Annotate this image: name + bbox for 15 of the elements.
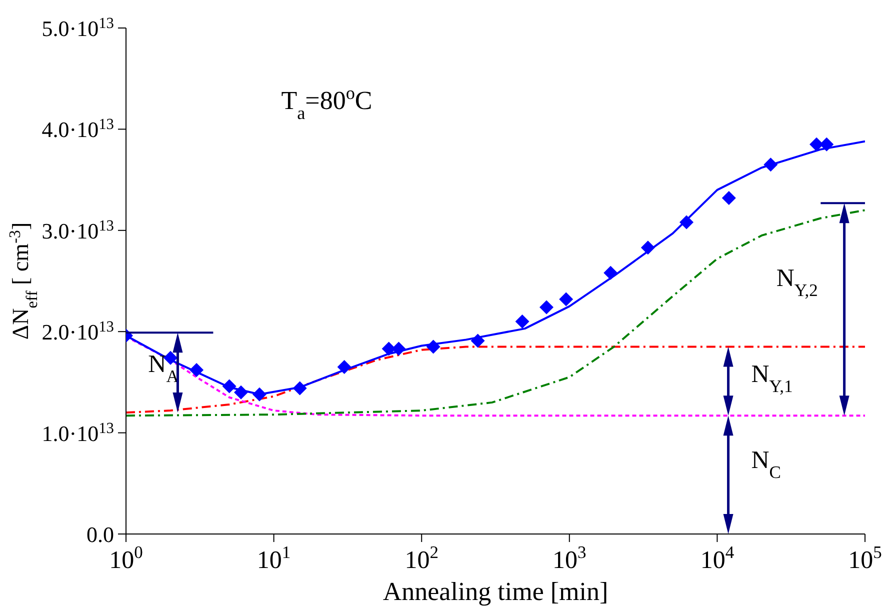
- y-tick-label: 2.0·10$^{13}$: [42, 318, 114, 345]
- annotation: N$_{Y,2}$: [776, 265, 818, 300]
- x-tick-label: 10$^{4}$: [700, 542, 734, 574]
- annotation: N$_{C}$: [751, 447, 781, 482]
- x-tick-label: 10$^{3}$: [552, 542, 587, 574]
- y-tick-label: 1.0·10$^{13}$: [42, 419, 114, 446]
- y-tick-label: 5.0·10$^{13}$: [42, 14, 114, 41]
- x-tick-label: 10$^{2}$: [404, 542, 438, 574]
- x-tick-label: 10$^{1}$: [256, 542, 291, 574]
- x-tick-label: 10$^{5}$: [848, 542, 882, 574]
- x-axis-title: Annealing time [min]: [382, 577, 608, 606]
- annotation: T$_{a}$=80$^{o}$C: [281, 82, 372, 123]
- annotation: N$_{Y,1}$: [751, 361, 793, 396]
- y-tick-label: 3.0·10$^{13}$: [42, 216, 114, 244]
- y-tick-label: 4.0·10$^{13}$: [42, 116, 114, 142]
